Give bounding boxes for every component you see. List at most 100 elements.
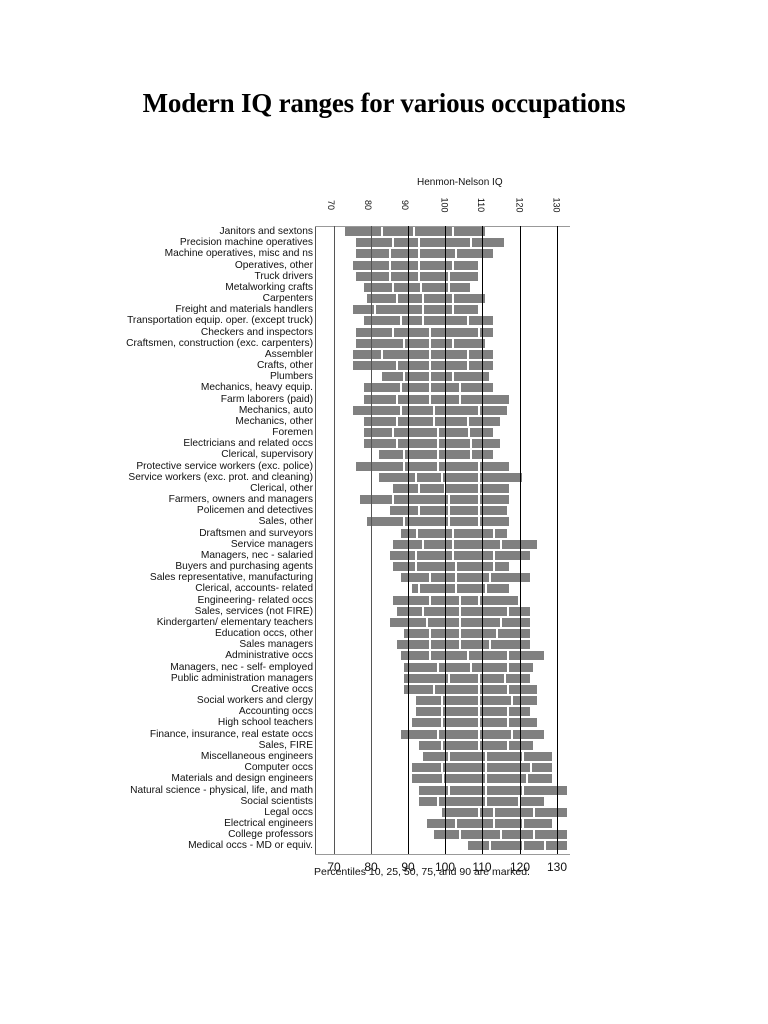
percentile-bar-segment bbox=[494, 528, 508, 538]
percentile-bar-segment bbox=[479, 327, 493, 337]
percentile-bar-segment bbox=[461, 617, 500, 627]
percentile-bar-segment bbox=[461, 640, 489, 650]
percentile-bar-segment bbox=[450, 271, 478, 281]
percentile-bar-segment bbox=[431, 361, 467, 371]
percentile-bar-segment bbox=[487, 796, 519, 806]
percentile-bar-segment bbox=[467, 841, 489, 851]
category-label: Freight and materials handlers bbox=[175, 304, 313, 316]
percentile-bar-segment bbox=[378, 450, 404, 460]
percentile-bar-segment bbox=[394, 428, 437, 438]
percentile-bar-segment bbox=[457, 573, 489, 583]
percentile-bar-segment bbox=[479, 495, 510, 505]
percentile-bar-segment bbox=[453, 539, 500, 549]
percentile-bar-segment bbox=[438, 428, 469, 438]
percentile-bar-segment bbox=[398, 294, 423, 304]
percentile-bar-segment bbox=[400, 651, 430, 661]
percentile-bar-segment bbox=[415, 707, 441, 717]
category-label: Buyers and purchasing agents bbox=[175, 561, 313, 573]
percentile-bar-segment bbox=[414, 227, 452, 236]
percentile-bar-segment bbox=[404, 662, 437, 672]
category-label: Mechanics, heavy equip. bbox=[200, 382, 313, 394]
percentile-bar-segment bbox=[461, 830, 500, 840]
percentile-bar-segment bbox=[513, 729, 545, 739]
percentile-bar-segment bbox=[479, 673, 504, 683]
category-label: Miscellaneous engineers bbox=[200, 750, 313, 762]
category-label: Managers, nec - salaried bbox=[200, 549, 313, 561]
percentile-bar-segment bbox=[419, 785, 448, 795]
percentile-bar-segment bbox=[424, 294, 452, 304]
percentile-bar-segment bbox=[479, 595, 519, 605]
percentile-bar-segment bbox=[427, 617, 460, 627]
gridline bbox=[371, 226, 372, 854]
percentile-bar-segment bbox=[411, 718, 441, 728]
percentile-bar-segment bbox=[457, 562, 493, 572]
category-label: Draftsmen and surveyors bbox=[199, 527, 313, 539]
category-label: Checkers and inspectors bbox=[200, 326, 313, 338]
percentile-bar-segment bbox=[363, 394, 397, 404]
percentile-bar-segment bbox=[453, 550, 493, 560]
category-label: College professors bbox=[228, 829, 313, 841]
percentile-bar-segment bbox=[423, 751, 448, 761]
percentile-bar-segment bbox=[363, 428, 393, 438]
percentile-bar-segment bbox=[352, 361, 397, 371]
percentile-bar-segment bbox=[442, 763, 486, 773]
percentile-bar-segment bbox=[435, 684, 478, 694]
percentile-bar-segment bbox=[359, 495, 393, 505]
percentile-bar-segment bbox=[390, 249, 419, 259]
category-label: Sales, FIRE bbox=[258, 739, 313, 751]
percentile-bar-segment bbox=[424, 606, 460, 616]
category-label: Social workers and clergy bbox=[196, 695, 313, 707]
percentile-bar-segment bbox=[356, 249, 389, 259]
percentile-bar-segment bbox=[394, 327, 430, 337]
percentile-bar-segment bbox=[434, 830, 460, 840]
percentile-bar-segment bbox=[450, 517, 478, 527]
percentile-bar-segment bbox=[416, 472, 441, 482]
percentile-bar-segment bbox=[479, 472, 523, 482]
percentile-bar-segment bbox=[450, 506, 478, 516]
percentile-bar-segment bbox=[431, 372, 452, 382]
top-tick-label: 70 bbox=[326, 199, 337, 211]
percentile-bar-segment bbox=[397, 640, 430, 650]
percentile-bar-segment bbox=[461, 394, 510, 404]
percentile-bar-segment bbox=[524, 841, 545, 851]
percentile-bar-segment bbox=[490, 841, 523, 851]
percentile-bar-segment bbox=[390, 271, 419, 281]
category-label: Administrative occs bbox=[225, 650, 313, 662]
percentile-bar-segment bbox=[363, 316, 400, 326]
percentile-bar-segment bbox=[401, 383, 430, 393]
percentile-bar-segment bbox=[442, 740, 478, 750]
percentile-bar-segment bbox=[444, 774, 486, 784]
percentile-bar-segment bbox=[487, 763, 530, 773]
category-label: Janitors and sextons bbox=[219, 226, 313, 237]
percentile-bar-segment bbox=[479, 506, 508, 516]
percentile-bar-segment bbox=[422, 282, 448, 292]
percentile-bar-segment bbox=[494, 807, 534, 817]
category-label: Protective service workers (exc. police) bbox=[136, 460, 313, 472]
percentile-bar-segment bbox=[404, 629, 430, 639]
category-label: Electrical engineers bbox=[224, 818, 313, 829]
percentile-bar-segment bbox=[472, 662, 508, 672]
percentile-bar-segment bbox=[453, 372, 489, 382]
category-label: Operatives, other bbox=[234, 259, 313, 271]
percentile-bar-segment bbox=[487, 785, 523, 795]
category-label: Foremen bbox=[272, 427, 313, 439]
percentile-bar-segment bbox=[352, 349, 382, 359]
category-label: Craftsmen, construction (exc. carpenters… bbox=[126, 337, 313, 349]
percentile-bar-segment bbox=[438, 439, 471, 449]
percentile-bar-segment bbox=[400, 573, 430, 583]
percentile-bar-segment bbox=[524, 751, 552, 761]
percentile-bar-segment bbox=[367, 294, 397, 304]
top-tick-label: 110 bbox=[476, 197, 487, 213]
category-label: Sales managers bbox=[239, 639, 313, 651]
percentile-bar-segment bbox=[457, 584, 486, 594]
percentile-bar-segment bbox=[468, 349, 493, 359]
percentile-bar-segment bbox=[453, 338, 486, 348]
category-label: Policemen and detectives bbox=[196, 505, 313, 517]
percentile-bar-segment bbox=[405, 372, 430, 382]
category-label: Clerical, other bbox=[250, 482, 313, 494]
percentile-bar-segment bbox=[420, 584, 456, 594]
category-label: Sales representative, manufacturing bbox=[149, 572, 313, 584]
percentile-bar-segment bbox=[527, 774, 552, 784]
percentile-bar-segment bbox=[398, 361, 430, 371]
